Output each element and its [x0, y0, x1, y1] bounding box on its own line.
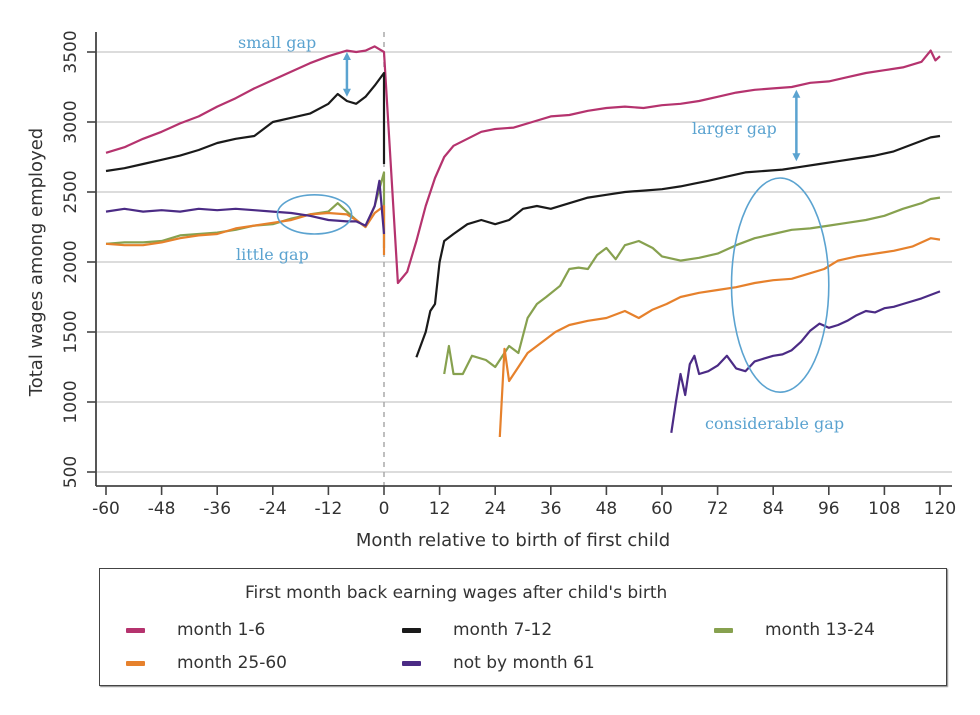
legend-label: month 7-12: [453, 620, 553, 640]
annotations: small gap little gap larger gap considerabl…: [236, 33, 844, 433]
legend-label: month 1-6: [177, 620, 266, 640]
arrow-head-down-icon: [792, 153, 801, 162]
y-tick-labels: 500 1000 1500 2000 2500 3000 3500: [61, 30, 96, 488]
x-tick-label: 84: [762, 499, 784, 519]
legend-item-month-25-60: month 25-60: [126, 653, 287, 673]
x-tick-labels: -60 -48 -36 -24 -12 0 12 24 36 48 60 72 84 96 108 120: [92, 486, 956, 519]
series-line-month-7-12: [415, 134, 941, 358]
legend-swatch: [126, 627, 145, 633]
highlight-ellipse: [730, 177, 830, 393]
y-tick-label: 3500: [61, 30, 81, 73]
series-line-not-by-month-61: [105, 179, 386, 235]
series-line-month-1-6: [105, 45, 941, 285]
x-tick-label: 72: [707, 499, 729, 519]
x-tick-label: 36: [540, 499, 562, 519]
legend-label: month 25-60: [177, 653, 287, 673]
x-tick-label: 48: [596, 499, 618, 519]
x-tick-label: 120: [924, 499, 956, 519]
legend-title: First month back earning wages after chi…: [245, 583, 668, 603]
legend-label: month 13-24: [765, 620, 875, 640]
annotation-label: little gap: [236, 245, 309, 264]
series-line-month-7-12: [105, 71, 386, 173]
x-tick-label: 60: [651, 499, 673, 519]
x-tick-label: 0: [379, 499, 390, 519]
x-tick-label: -60: [92, 499, 120, 519]
y-tick-label: 500: [61, 456, 81, 488]
arrow-head-up-icon: [342, 52, 351, 60]
legend-item-month-7-12: month 7-12: [402, 620, 552, 640]
x-tick-label: -36: [203, 499, 231, 519]
series-line-month-13-24: [443, 196, 941, 376]
x-tick-label: -48: [148, 499, 176, 519]
y-axis-title: Total wages among employed: [26, 128, 47, 397]
legend-item-month-13-24: month 13-24: [714, 620, 875, 640]
x-tick-label: 108: [868, 499, 900, 519]
highlight-ellipse: [276, 193, 353, 235]
legend-swatch: [402, 660, 421, 666]
arrow-head-down-icon: [342, 88, 351, 97]
legend: First month back earning wages after chi…: [99, 568, 947, 686]
x-axis-title: Month relative to birth of first child: [356, 530, 670, 551]
series-lines: [105, 45, 941, 438]
annotation-label: larger gap: [692, 119, 777, 138]
x-tick-label: 12: [429, 499, 451, 519]
annotation-label: considerable gap: [705, 414, 844, 433]
axes: [95, 32, 952, 487]
gridlines: [96, 51, 952, 473]
y-tick-label: 2500: [61, 170, 81, 213]
series-line-not-by-month-61: [670, 290, 941, 433]
legend-swatch: [126, 660, 145, 666]
x-tick-label: -12: [315, 499, 343, 519]
annotation-label: small gap: [238, 33, 316, 52]
legend-label: not by month 61: [453, 653, 595, 673]
x-tick-label: -24: [259, 499, 287, 519]
y-tick-label: 3000: [61, 100, 81, 143]
x-tick-label: 24: [484, 499, 506, 519]
series-line-month-25-60: [498, 237, 941, 438]
legend-swatch: [714, 627, 733, 633]
y-tick-label: 2000: [61, 240, 81, 283]
legend-swatch: [402, 627, 421, 633]
legend-item-not-by-month-61: not by month 61: [402, 653, 595, 673]
legend-item-month-1-6: month 1-6: [126, 620, 265, 640]
y-tick-label: 1000: [61, 380, 81, 423]
x-tick-label: 96: [818, 499, 840, 519]
y-tick-label: 1500: [61, 310, 81, 353]
series-line-month-25-60: [105, 204, 386, 255]
arrow-head-up-icon: [792, 89, 801, 98]
